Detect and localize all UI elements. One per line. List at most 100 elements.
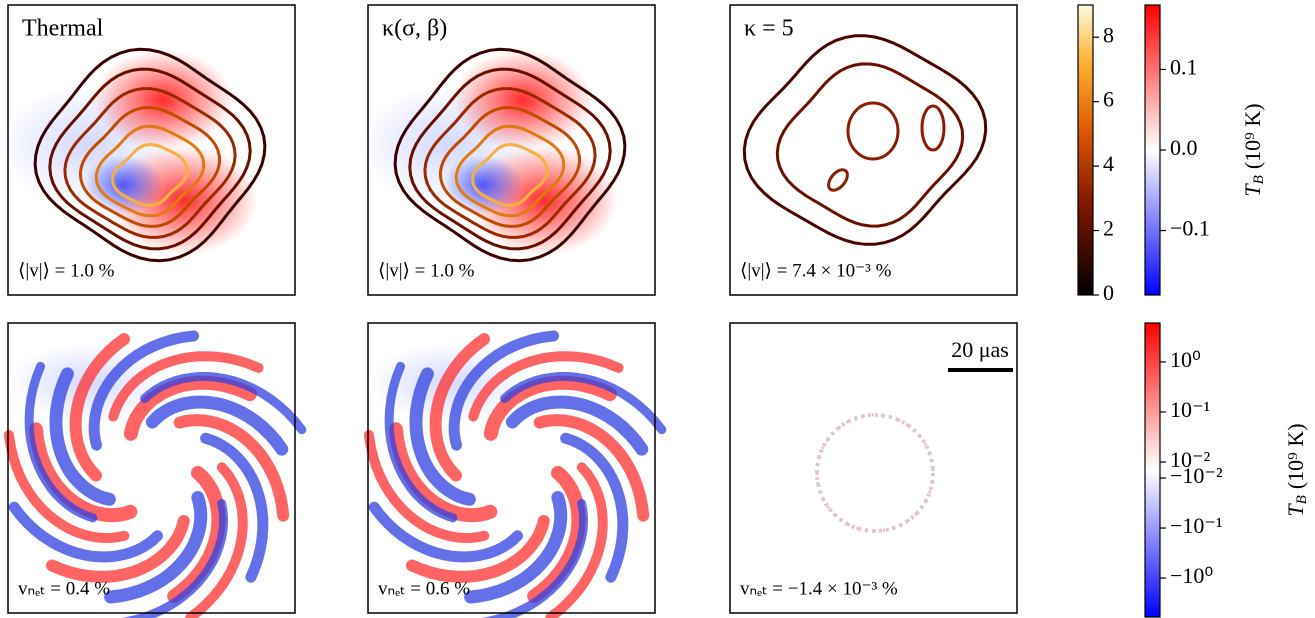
label-subscript: B [1294,495,1310,504]
swirl-arm [409,367,476,506]
label-symbol: T [1240,183,1265,197]
colorbar-label: TB (10⁹ K) [1240,103,1267,196]
image-red [453,50,593,150]
panel: vₙₑₜ = 0.4 % [3,322,307,618]
contour [94,124,206,218]
colorbar-tick-label: 0.1 [1170,54,1198,79]
swirl-arm [448,330,560,451]
panel-frame [729,322,1018,614]
contour [438,106,582,228]
swirl-arm [8,501,163,563]
contour [423,87,597,239]
swirl-arm [200,432,269,583]
panel-frame [367,4,656,296]
panel: Thermal ⟨|v|⟩ = 1.0 % [0,4,296,296]
contour [827,168,849,192]
label-symbol: T [1283,503,1308,517]
swirl-arm [560,432,629,583]
panel-frame [7,322,296,614]
label-unit: (10⁹ K) [1240,103,1265,169]
contour [471,142,549,208]
swirl-arm [69,333,131,482]
swirl-arm [185,462,248,618]
label-unit: (10⁹ K) [1283,423,1308,489]
swirl-arm [480,498,588,618]
swirl-arm [28,422,138,523]
swirl-arm [468,351,624,422]
colorbar-tick-label: 6 [1103,87,1114,112]
colorbar-tick-label: 10⁻² [1170,447,1211,472]
swirl-arm [363,429,490,544]
swirl-arm [167,466,226,604]
swirl-arm [464,491,568,604]
panel-title: κ(σ, β) [382,16,447,42]
image-blue [83,155,163,215]
swirl-arm [24,361,98,523]
ring [815,413,935,533]
contour [111,142,189,208]
swirl-arm [545,462,608,618]
contour [742,34,988,246]
swirl-arm [368,501,523,563]
colorbar-label: TB (10⁹ K) [1283,423,1310,516]
colorbar-tick-label: 0.0 [1170,135,1198,160]
panel: κ(σ, β) ⟨|v|⟩ = 1.0 % [358,4,656,296]
panel-title: κ = 5 [744,16,794,42]
swirl-arm [123,375,257,441]
contour [63,87,237,239]
swirl-arm [384,361,458,523]
panel-background [730,5,1017,295]
swirl-arm [145,395,289,456]
panel-annotation: vₙₑₜ = −1.4 × 10⁻³ % [740,578,898,599]
panel: vₙₑₜ = −1.4 × 10⁻³ % [729,322,1018,614]
colorbar-tick-label: 0 [1103,280,1114,305]
panel-annotation: vₙₑₜ = 0.6 % [378,578,470,599]
colorbar [1077,4,1094,296]
contour [408,67,612,251]
colorbar-tick-label: −10⁻² [1170,463,1223,488]
colorbar-tick-label: 2 [1103,216,1114,241]
swirl-arm [429,333,491,482]
contour [846,101,900,161]
contour [775,62,965,228]
swirl-arm [483,375,617,441]
colorbar-tick-label: −10⁻¹ [1170,513,1223,538]
colorbar-tick-label: 10⁰ [1170,347,1201,372]
panel: vₙₑₜ = 0.6 % [363,322,667,618]
contour [48,67,252,251]
panel: κ = 5 ⟨|v|⟩ = 7.4 × 10⁻³ % [729,4,1018,296]
swirl-arm [104,491,208,604]
panel-annotation: ⟨|v|⟩ = 1.0 % [18,260,115,281]
image-red [93,50,233,150]
swirl-arm [3,429,130,544]
swirl-arm [500,372,667,435]
contour [920,104,946,152]
panel-annotation: vₙₑₜ = 0.4 % [18,578,110,599]
colorbar-tick-label: −0.1 [1170,216,1210,241]
contour [78,106,222,228]
panel-annotation: ⟨|v|⟩ = 7.4 × 10⁻³ % [740,260,892,281]
swirl-arm [505,395,649,456]
image-blue [443,155,523,215]
panel-frame [7,4,296,296]
swirl-arm [88,330,200,451]
swirl-arm [173,414,290,522]
panel-annotation: ⟨|v|⟩ = 1.0 % [378,260,475,281]
colorbar [1144,322,1161,618]
colorbar-tick-label: 8 [1103,22,1114,47]
swirl-arm [108,351,264,422]
swirl-arm [533,414,650,522]
panel-frame [367,322,656,614]
label-subscript: B [1251,175,1267,184]
contour [33,47,267,263]
colorbar-tick-label: −10⁰ [1170,563,1213,588]
swirl-arm [406,515,550,583]
scale-bar-label: 20 μas [951,337,1009,362]
swirl-arm [46,515,190,583]
panel-background [730,323,1017,613]
swirl-arm [49,367,116,506]
panel-frame [729,4,1018,296]
panel-title: Thermal [22,16,104,42]
